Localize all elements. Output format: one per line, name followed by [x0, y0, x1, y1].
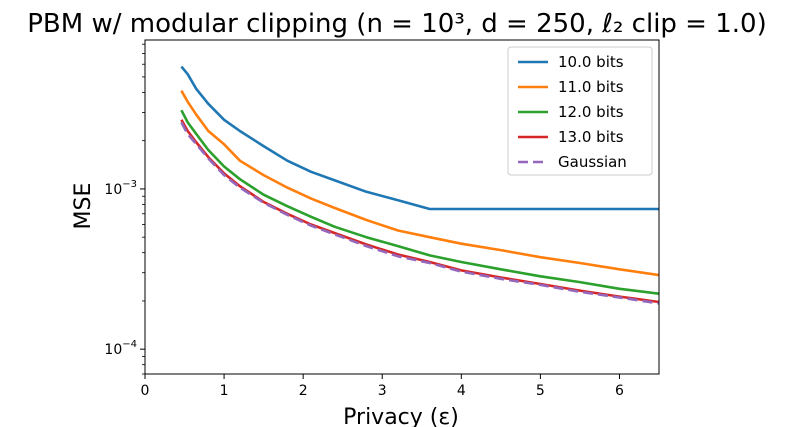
series-line-2 [180, 109, 659, 295]
x-tick-label: 4 [457, 383, 466, 399]
series-line-0 [180, 65, 659, 211]
legend-label: 11.0 bits [558, 78, 624, 96]
legend-label: 12.0 bits [558, 103, 624, 121]
chart-title: PBM w/ modular clipping (n = 10³, d = 25… [27, 9, 766, 39]
x-axis-label: Privacy (ε) [343, 405, 459, 427]
series-line-4 [180, 121, 659, 305]
y-axis-label: MSE [71, 183, 96, 230]
x-tick-label: 6 [615, 383, 624, 399]
series-line-1 [180, 90, 659, 277]
legend-label: 13.0 bits [558, 128, 624, 146]
plot-frame [144, 39, 660, 375]
legend-box [507, 46, 653, 176]
x-tick-label: 3 [378, 383, 387, 399]
y-tick-label: 10−3 [104, 179, 137, 198]
x-tick-label: 0 [141, 383, 150, 399]
x-tick-label: 1 [220, 383, 229, 399]
x-tick-label: 2 [299, 383, 308, 399]
x-tick-label: 5 [536, 383, 545, 399]
legend-label: Gaussian [558, 153, 627, 171]
legend-label: 10.0 bits [558, 53, 624, 71]
y-tick-label: 10−4 [104, 339, 137, 358]
